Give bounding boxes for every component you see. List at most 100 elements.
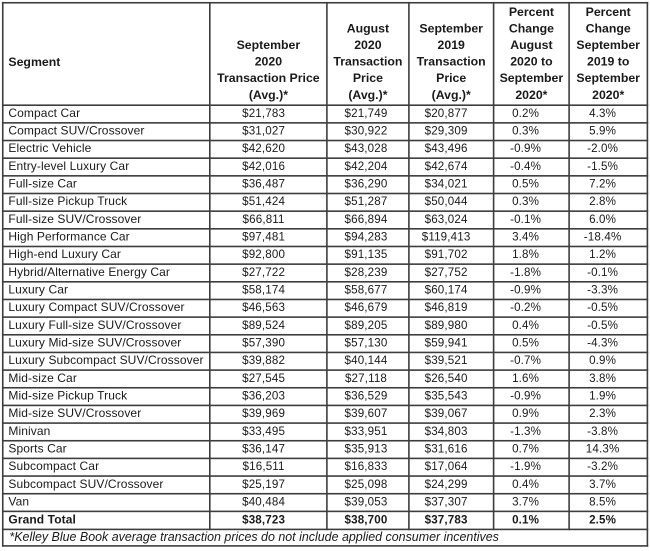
svg-text:$37,783: $37,783 — [425, 513, 468, 526]
svg-text:$57,390: $57,390 — [242, 337, 285, 350]
svg-text:14.3%: 14.3% — [586, 442, 620, 455]
svg-text:0.1%: 0.1% — [512, 513, 539, 526]
svg-text:$27,722: $27,722 — [242, 266, 285, 279]
svg-text:$89,524: $89,524 — [242, 319, 285, 332]
svg-text:$39,882: $39,882 — [242, 354, 285, 367]
svg-text:2020*: 2020* — [515, 88, 547, 102]
svg-text:-0.7%: -0.7% — [510, 354, 541, 367]
svg-text:Full-size SUV/Crossover: Full-size SUV/Crossover — [8, 212, 141, 226]
svg-text:Percent: Percent — [509, 5, 554, 19]
svg-text:3.7%: 3.7% — [512, 495, 539, 508]
svg-text:2019 to: 2019 to — [587, 55, 630, 69]
svg-text:$39,521: $39,521 — [425, 354, 468, 367]
svg-text:$40,484: $40,484 — [242, 495, 285, 508]
svg-text:Luxury Full-size SUV/Crossover: Luxury Full-size SUV/Crossover — [8, 318, 181, 332]
svg-text:4.3%: 4.3% — [589, 107, 616, 120]
svg-text:7.2%: 7.2% — [589, 178, 616, 191]
svg-text:$97,481: $97,481 — [242, 231, 285, 244]
svg-text:$60,174: $60,174 — [425, 284, 468, 297]
svg-text:$25,197: $25,197 — [242, 478, 285, 491]
svg-text:0.4%: 0.4% — [512, 319, 539, 332]
svg-text:$34,803: $34,803 — [425, 425, 468, 438]
svg-text:September: September — [576, 38, 640, 52]
svg-text:Transaction Price: Transaction Price — [217, 71, 320, 85]
svg-text:Full-size Car: Full-size Car — [8, 177, 77, 191]
svg-text:-0.9%: -0.9% — [510, 284, 541, 297]
svg-text:$33,495: $33,495 — [242, 425, 285, 438]
svg-text:Change: Change — [509, 22, 554, 36]
svg-text:$89,980: $89,980 — [425, 319, 468, 332]
svg-text:-3.2%: -3.2% — [587, 460, 618, 473]
svg-text:$66,894: $66,894 — [345, 213, 388, 226]
svg-text:$27,545: $27,545 — [242, 372, 285, 385]
svg-text:Van: Van — [8, 494, 29, 508]
svg-text:-2.0%: -2.0% — [587, 142, 618, 155]
svg-text:Subcompact SUV/Crossover: Subcompact SUV/Crossover — [8, 477, 163, 491]
svg-text:2.8%: 2.8% — [589, 195, 616, 208]
svg-text:Price: Price — [353, 71, 383, 85]
svg-text:$42,620: $42,620 — [242, 142, 285, 155]
svg-text:1.2%: 1.2% — [589, 248, 616, 261]
svg-text:$92,800: $92,800 — [242, 248, 285, 261]
svg-text:-0.9%: -0.9% — [510, 390, 541, 403]
svg-text:$46,819: $46,819 — [425, 301, 468, 314]
svg-text:Segment: Segment — [8, 55, 60, 69]
svg-text:$38,723: $38,723 — [242, 513, 285, 526]
svg-text:*Kelley Blue Book average tran: *Kelley Blue Book average transaction pr… — [9, 530, 499, 544]
svg-text:$36,290: $36,290 — [345, 178, 388, 191]
svg-text:Luxury Mid-size SUV/Crossover: Luxury Mid-size SUV/Crossover — [8, 336, 181, 350]
svg-text:$39,067: $39,067 — [425, 407, 468, 420]
svg-text:$21,783: $21,783 — [242, 107, 285, 120]
svg-text:$27,118: $27,118 — [345, 372, 387, 385]
svg-text:Compact SUV/Crossover: Compact SUV/Crossover — [8, 124, 144, 138]
svg-text:High-end Luxury Car: High-end Luxury Car — [8, 247, 121, 261]
svg-text:$39,969: $39,969 — [242, 407, 285, 420]
svg-text:3.8%: 3.8% — [589, 372, 616, 385]
svg-text:Luxury Compact SUV/Crossover: Luxury Compact SUV/Crossover — [8, 300, 184, 314]
svg-text:$94,283: $94,283 — [345, 231, 388, 244]
svg-text:2020*: 2020* — [592, 88, 624, 102]
svg-text:Grand Total: Grand Total — [8, 512, 76, 526]
svg-text:$89,205: $89,205 — [345, 319, 388, 332]
svg-text:$25,098: $25,098 — [345, 478, 388, 491]
svg-text:$42,674: $42,674 — [425, 160, 468, 173]
svg-text:Sports Car: Sports Car — [8, 441, 66, 455]
svg-text:$27,752: $27,752 — [425, 266, 468, 279]
svg-text:$91,135: $91,135 — [345, 248, 388, 261]
svg-text:$59,941: $59,941 — [425, 337, 468, 350]
svg-text:$38,700: $38,700 — [345, 513, 388, 526]
svg-text:-0.5%: -0.5% — [587, 319, 618, 332]
svg-text:Luxury Subcompact SUV/Crossove: Luxury Subcompact SUV/Crossover — [8, 353, 203, 367]
svg-text:$35,913: $35,913 — [345, 442, 388, 455]
svg-text:Hybrid/Alternative Energy Car: Hybrid/Alternative Energy Car — [8, 265, 170, 279]
svg-text:0.7%: 0.7% — [512, 442, 539, 455]
svg-text:$37,307: $37,307 — [425, 495, 468, 508]
svg-text:-0.2%: -0.2% — [510, 301, 541, 314]
svg-text:Mid-size SUV/Crossover: Mid-size SUV/Crossover — [8, 406, 141, 420]
svg-text:$39,053: $39,053 — [345, 495, 388, 508]
svg-text:Transaction: Transaction — [417, 55, 486, 69]
svg-text:$20,877: $20,877 — [425, 107, 468, 120]
svg-text:-0.9%: -0.9% — [510, 142, 541, 155]
svg-text:$119,413: $119,413 — [422, 231, 471, 244]
svg-text:-3.3%: -3.3% — [587, 284, 618, 297]
svg-text:$43,028: $43,028 — [345, 142, 388, 155]
svg-text:Price: Price — [436, 71, 466, 85]
svg-text:$26,540: $26,540 — [425, 372, 468, 385]
svg-text:$39,607: $39,607 — [345, 407, 388, 420]
svg-text:$36,147: $36,147 — [242, 442, 285, 455]
svg-text:0.3%: 0.3% — [512, 195, 539, 208]
svg-text:2019: 2019 — [438, 38, 466, 52]
svg-text:Transaction: Transaction — [333, 55, 402, 69]
svg-text:September: September — [237, 38, 301, 52]
svg-text:$31,027: $31,027 — [242, 125, 285, 138]
svg-text:$30,922: $30,922 — [345, 125, 388, 138]
svg-text:$31,616: $31,616 — [425, 442, 468, 455]
svg-text:August: August — [347, 22, 389, 36]
svg-text:0.5%: 0.5% — [512, 337, 539, 350]
svg-text:$17,064: $17,064 — [425, 460, 468, 473]
svg-text:September: September — [500, 71, 564, 85]
svg-text:$34,021: $34,021 — [425, 178, 468, 191]
svg-text:0.4%: 0.4% — [512, 478, 539, 491]
svg-text:Mid-size Pickup Truck: Mid-size Pickup Truck — [8, 389, 128, 403]
